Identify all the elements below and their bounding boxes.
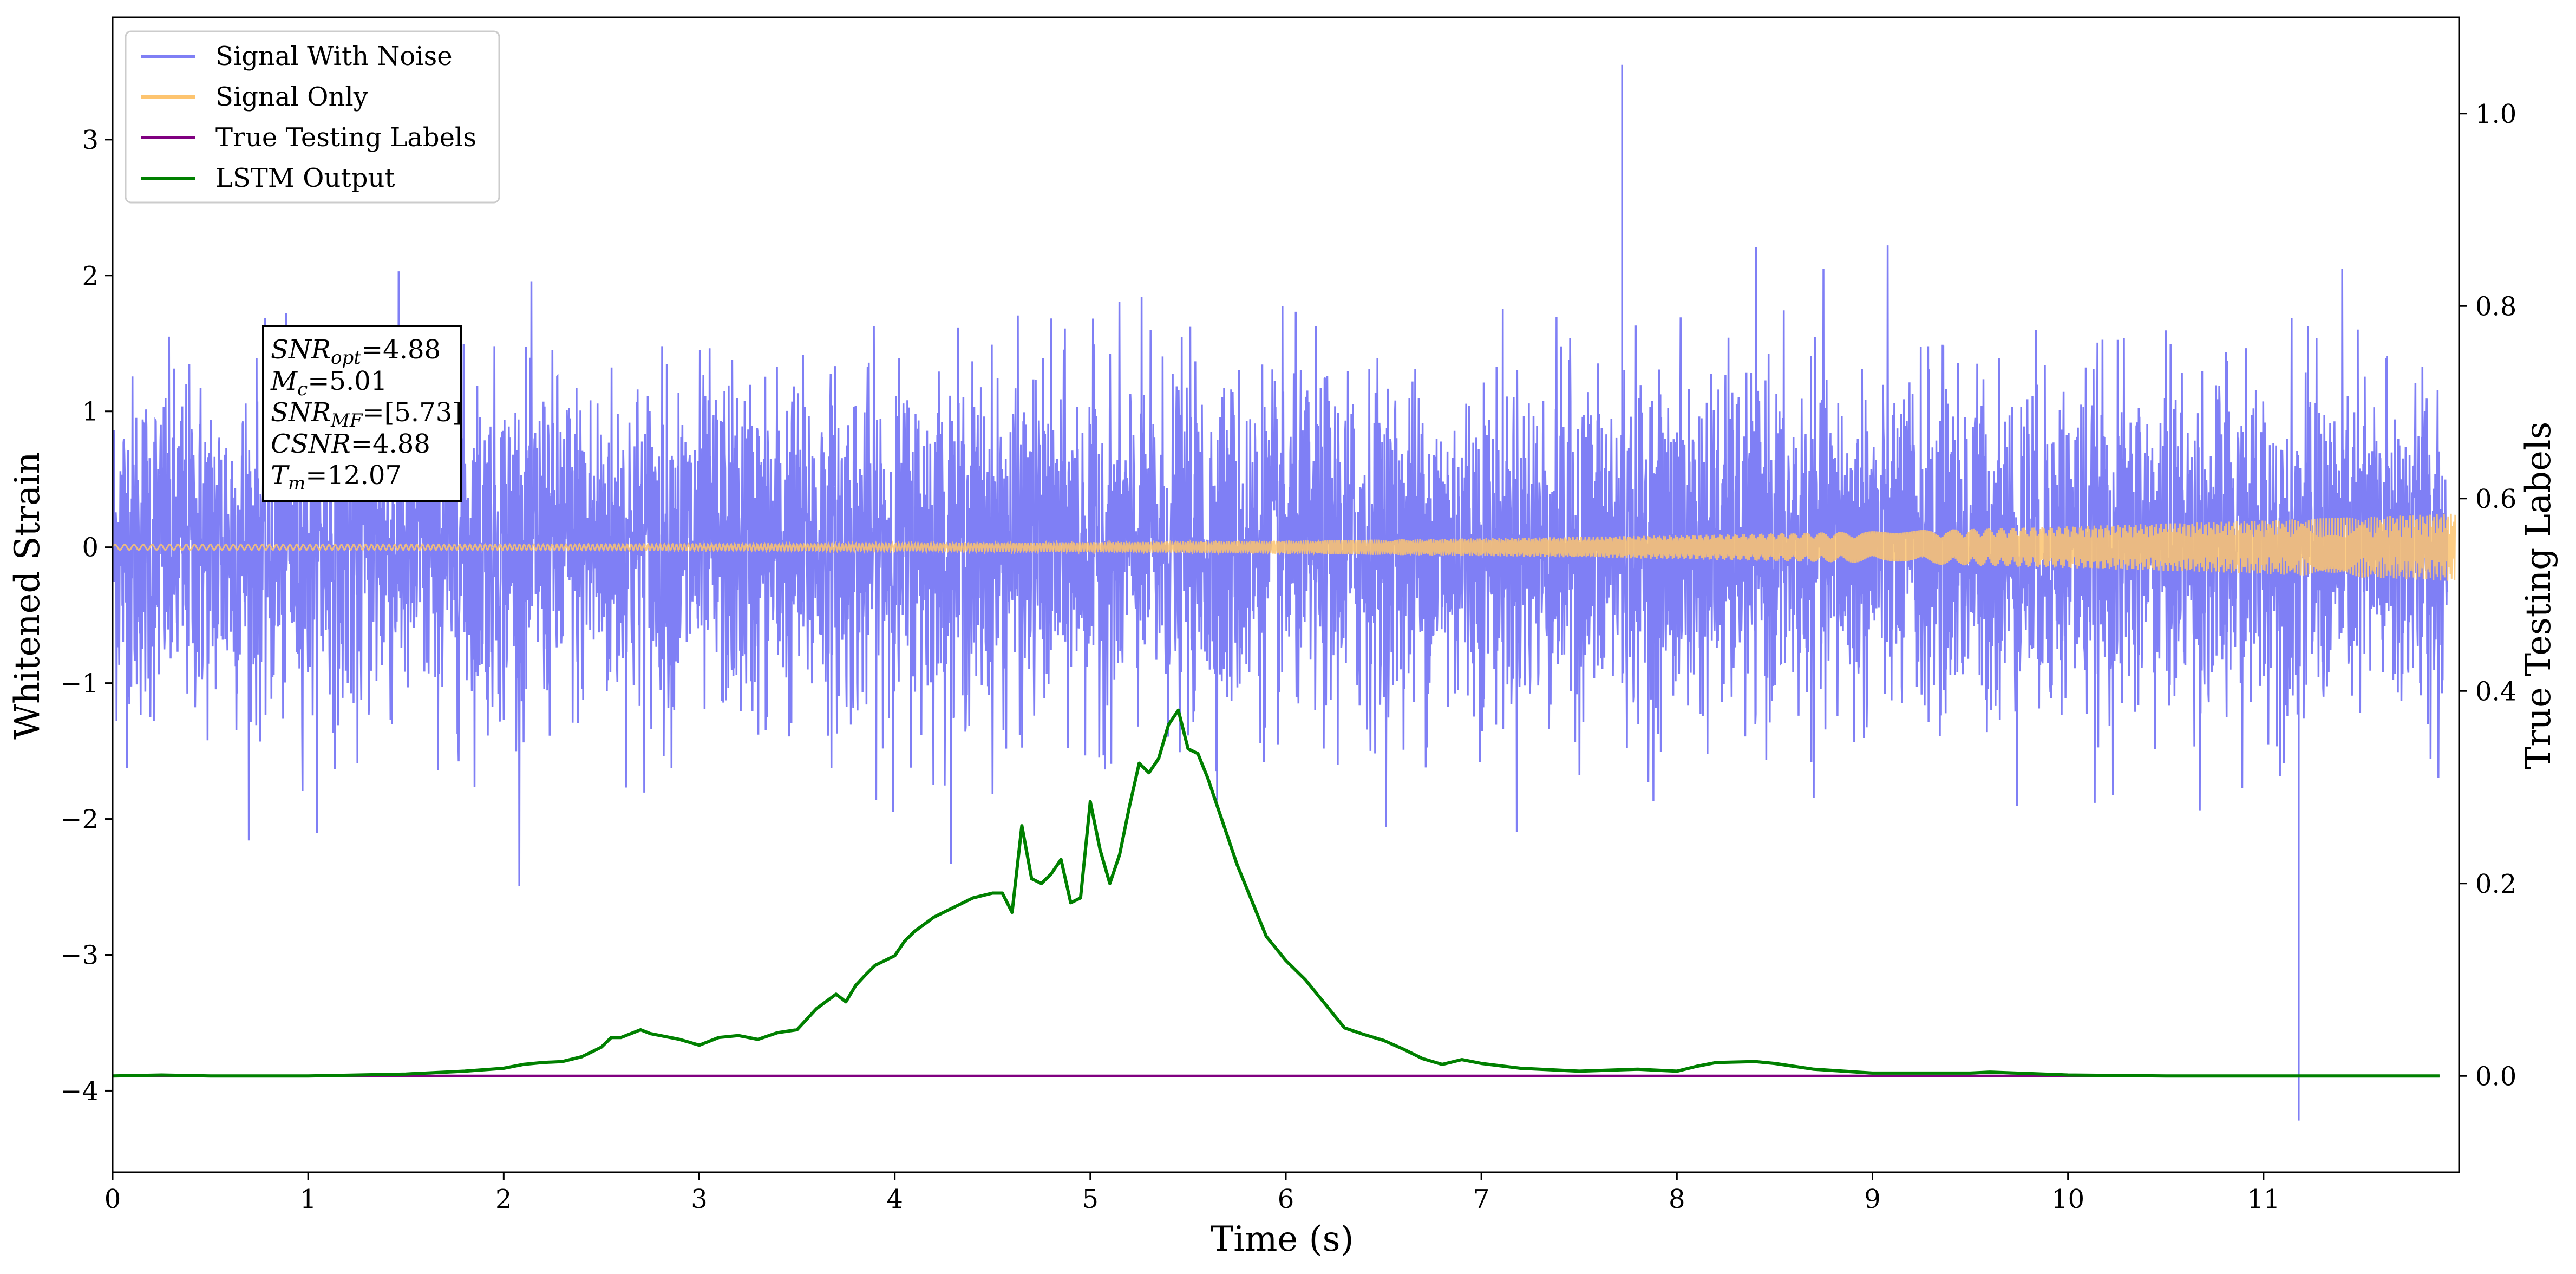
y-right-tick-label: 0.4 <box>2475 676 2516 707</box>
annotation-box <box>262 325 462 502</box>
x-tick-label: 4 <box>886 1184 903 1214</box>
y-tick-label: 2 <box>82 261 99 291</box>
annotation-line: Tm=12.07 <box>271 460 402 494</box>
y-tick-label: −3 <box>60 940 99 970</box>
x-axis-label: Time (s) <box>1211 1219 1354 1259</box>
y-tick-label: 3 <box>82 125 99 155</box>
annotation-line: SNRopt=4.88 <box>271 335 441 369</box>
series-lstm-output <box>113 708 2440 1078</box>
y-right-tick-label: 0.8 <box>2475 291 2516 322</box>
legend-label: Signal With Noise <box>215 41 453 71</box>
y-tick-label: 1 <box>82 397 99 427</box>
x-axis: 0 1 2 3 4 5 6 7 8 9 10 11 <box>104 1172 2280 1214</box>
series-signal-only <box>113 513 2456 581</box>
x-tick-label: 9 <box>1864 1184 1881 1214</box>
x-tick-label: 1 <box>300 1184 317 1214</box>
legend-label: True Testing Labels <box>215 122 476 153</box>
y-axis-label-left: Whitened Strain <box>8 452 48 739</box>
x-tick-label: 7 <box>1473 1184 1490 1214</box>
x-tick-label: 2 <box>495 1184 512 1214</box>
legend-label: LSTM Output <box>215 163 395 193</box>
y-axis-left: −4 −3 −2 −1 0 1 2 3 <box>60 125 113 1106</box>
x-tick-label: 8 <box>1669 1184 1685 1214</box>
y-tick-label: −1 <box>60 669 99 699</box>
legend-label: Signal Only <box>215 82 368 112</box>
legend-box <box>125 30 500 204</box>
y-axis-label-right: True Testing Labels <box>2519 422 2559 770</box>
y-axis-right: 0.0 0.2 0.4 0.6 0.8 1.0 <box>2459 99 2516 1092</box>
y-right-tick-label: 0.2 <box>2475 869 2516 899</box>
x-tick-label: 5 <box>1082 1184 1099 1214</box>
y-tick-label: −4 <box>60 1076 99 1106</box>
parameter-annotation-box: SNRopt=4.88Mc=5.01SNRMF=[5.73]CSNR=4.88T… <box>262 325 462 502</box>
y-tick-label: −2 <box>60 805 99 835</box>
x-tick-label: 3 <box>691 1184 708 1214</box>
y-right-tick-label: 0.0 <box>2475 1061 2516 1092</box>
annotation-line: CSNR=4.88 <box>271 429 430 459</box>
x-tick-label: 10 <box>2051 1184 2084 1214</box>
legend: Signal With Noise Signal Only True Testing… <box>125 30 500 204</box>
y-right-tick-label: 1.0 <box>2475 99 2516 129</box>
x-tick-label: 11 <box>2247 1184 2280 1214</box>
signal-only-line <box>113 513 2456 581</box>
x-tick-label: 6 <box>1278 1184 1294 1214</box>
annotation-line: SNRMF=[5.73] <box>271 397 462 432</box>
x-tick-label: 0 <box>104 1184 121 1214</box>
lstm-output-line <box>113 708 2440 1078</box>
y-tick-label: 0 <box>82 533 99 563</box>
plot-area <box>113 64 2456 1121</box>
y-right-tick-label: 0.6 <box>2475 484 2516 514</box>
annotation-line: Mc=5.01 <box>270 366 387 400</box>
